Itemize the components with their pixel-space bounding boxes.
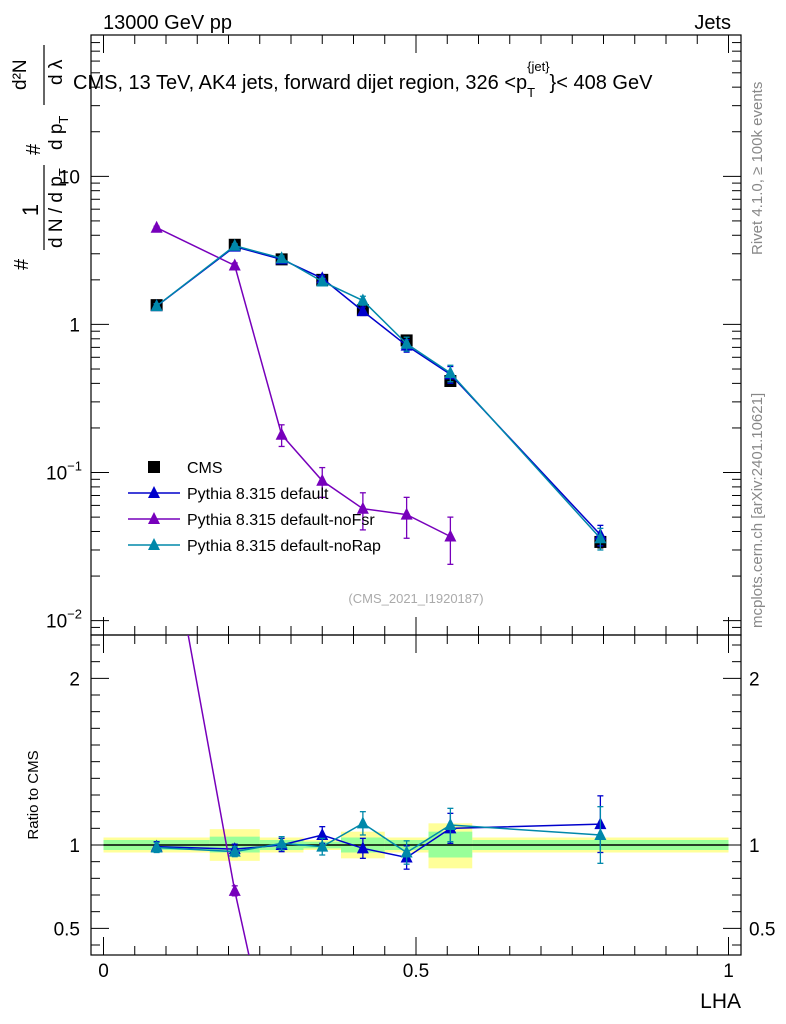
x-tick-label: 0 [98, 961, 109, 982]
series-line [156, 244, 601, 539]
plot-title: CMS, 13 TeV, AK4 jets, forward dijet reg… [73, 59, 653, 100]
analysis-watermark: (CMS_2021_I1920187) [348, 591, 483, 606]
data-point [316, 274, 329, 287]
ylabel-dn: d N / d pT [46, 168, 71, 248]
ratio-data-point [356, 841, 369, 854]
main-y-tick-label: 10−1 [46, 459, 82, 485]
series-pythia-8-315-default-norap [150, 238, 607, 551]
ratio-data-point [275, 836, 288, 849]
ratio-series-line [156, 822, 601, 854]
data-point [356, 293, 369, 306]
main-plot-marks [150, 220, 607, 565]
ratio-data-point [150, 840, 163, 853]
legend-marker [148, 486, 160, 498]
ylabel-one: 1 [18, 204, 43, 216]
ratio-series-pythia-8-315-default-nofsr [187, 635, 250, 955]
ylabel-dlam: d λ [46, 59, 67, 85]
x-tick-label: 1 [723, 961, 734, 982]
ratio-y-tick-label: 1 [69, 836, 80, 857]
plot-title-main: CMS, 13 TeV, AK4 jets, forward dijet reg… [73, 72, 527, 94]
ratio-y-tick-label-right: 0.5 [749, 919, 775, 940]
series-line [156, 245, 601, 536]
main-y-tick-label: 1 [69, 315, 80, 336]
ratio-data-point [316, 839, 329, 852]
legend-marker [148, 512, 160, 524]
data-point [444, 365, 457, 378]
data-point [316, 473, 329, 486]
plot-title-end: }< 408 GeV [550, 72, 654, 94]
legend-label: CMS [187, 460, 223, 477]
header-right-label: Jets [694, 12, 731, 34]
ratio-data-point [228, 883, 241, 896]
ratio-data-point [356, 816, 369, 829]
ratio-data-point [400, 845, 413, 858]
rivet-version-label: Rivet 4.1.0, ≥ 100k events [749, 82, 766, 255]
header-left-label: 13000 GeV pp [103, 12, 232, 34]
ratio-y-tick-label: 0.5 [54, 919, 80, 940]
ratio-y-tick-label-right: 1 [749, 836, 760, 857]
main-y-tick-label: 10 [59, 167, 80, 188]
x-axis-label: LHA [700, 990, 741, 1013]
ratio-series-line [187, 635, 250, 955]
data-point [275, 251, 288, 264]
ratio-y-tick-label: 2 [69, 669, 80, 690]
mcplots-label: mcplots.cern.ch [arXiv:2401.10621] [749, 393, 766, 628]
series-pythia-8-315-default-nofsr [150, 220, 457, 565]
legend-marker [148, 461, 160, 473]
data-point [400, 336, 413, 349]
main-y-axis-label: # 1 d N / d pT # d pT d²N d λ [10, 45, 71, 270]
axes: 10−2 10−1 1 10 0 0.5 1 0.5 0.5 1 1 2 2 [46, 34, 775, 982]
ratio-data-point [444, 818, 457, 830]
ylabel-d2n: d²N [10, 59, 31, 90]
data-point [444, 529, 457, 542]
ratio-y-axis-label: Ratio to CMS [25, 750, 42, 839]
ratio-y-tick-label-right: 2 [749, 669, 760, 690]
ylabel-hash2: # [23, 143, 45, 155]
plot-title-sub: T [527, 85, 535, 100]
plot-title-sup: {jet} [527, 59, 550, 74]
data-point [356, 304, 369, 317]
legend-label: Pythia 8.315 default-noFsr [187, 512, 375, 529]
ylabel-dp: d pT [46, 116, 71, 150]
legend: CMS Pythia 8.315 default Pythia 8.315 defa… [128, 460, 381, 555]
data-point [356, 501, 369, 514]
data-point [150, 220, 163, 233]
data-point [228, 238, 241, 251]
data-point [400, 507, 413, 520]
ratio-data-point [316, 828, 329, 840]
ratio-plot-marks [150, 635, 607, 955]
legend-label: Pythia 8.315 default-noRap [187, 538, 381, 555]
ratio-data-point [228, 844, 241, 857]
data-point [150, 299, 163, 312]
data-point [275, 427, 288, 440]
ratio-series-pythia-8-315-default-norap [150, 806, 607, 865]
data-point [594, 531, 607, 544]
x-tick-label: 0.5 [403, 961, 429, 982]
legend-marker [148, 538, 160, 550]
main-y-tick-label: 10−2 [46, 607, 82, 633]
data-point [228, 258, 241, 271]
ratio-data-point [594, 828, 607, 840]
ratio-plot-frame [90, 634, 742, 956]
legend-label: Pythia 8.315 default [187, 486, 329, 503]
ylabel-hash: # [11, 258, 33, 270]
ratio-series-line [156, 823, 601, 859]
